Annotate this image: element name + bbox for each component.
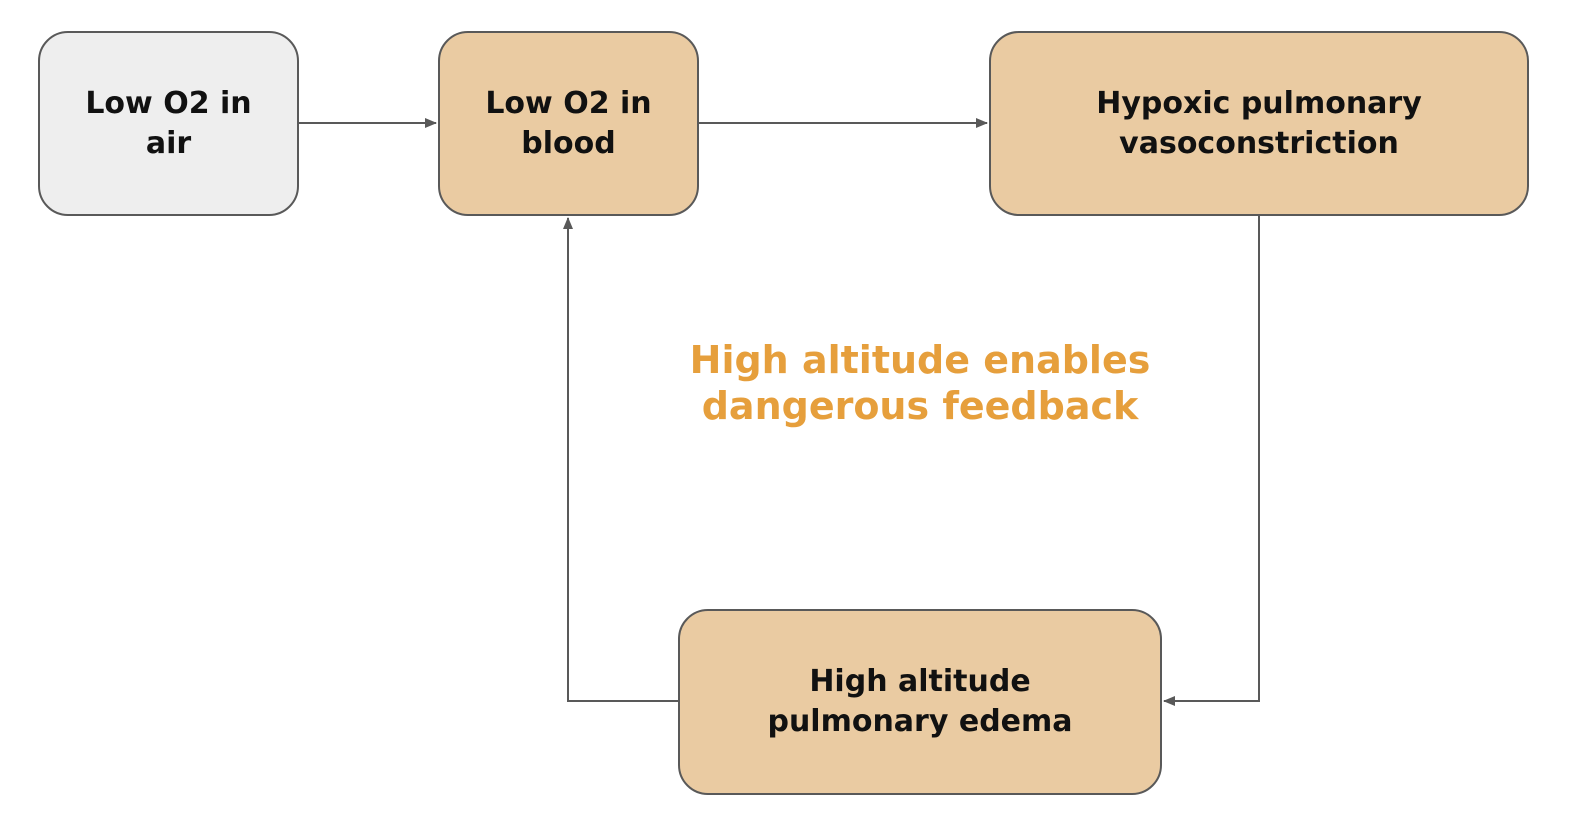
- node-low-o2-in-blood-line2: blood: [521, 125, 616, 161]
- feedback-note: High altitude enables dangerous feedback: [620, 337, 1220, 429]
- node-hape-line1: High altitude: [809, 664, 1031, 699]
- edge-hpv-to-hape: [1163, 216, 1260, 706]
- node-hape-line2: pulmonary edema: [767, 704, 1073, 739]
- feedback-note-line1: High altitude enables: [689, 338, 1151, 382]
- node-hpv-line2: vasoconstriction: [1119, 125, 1399, 161]
- node-hpv-line1: Hypoxic pulmonary: [1096, 85, 1422, 121]
- feedback-note-line2: dangerous feedback: [701, 384, 1139, 428]
- node-low-o2-in-air: Low O2 in air: [38, 31, 299, 216]
- node-low-o2-in-air-line2: air: [145, 125, 192, 161]
- node-low-o2-in-air-line1: Low O2 in: [85, 85, 252, 121]
- node-low-o2-in-blood: Low O2 in blood: [438, 31, 699, 216]
- node-low-o2-in-blood-line1: Low O2 in: [485, 85, 652, 121]
- edge-hape-to-blood: [563, 217, 678, 702]
- node-hypoxic-pulmonary-vasoconstriction: Hypoxic pulmonary vasoconstriction: [989, 31, 1529, 216]
- node-high-altitude-pulmonary-edema: High altitude pulmonary edema: [678, 609, 1162, 795]
